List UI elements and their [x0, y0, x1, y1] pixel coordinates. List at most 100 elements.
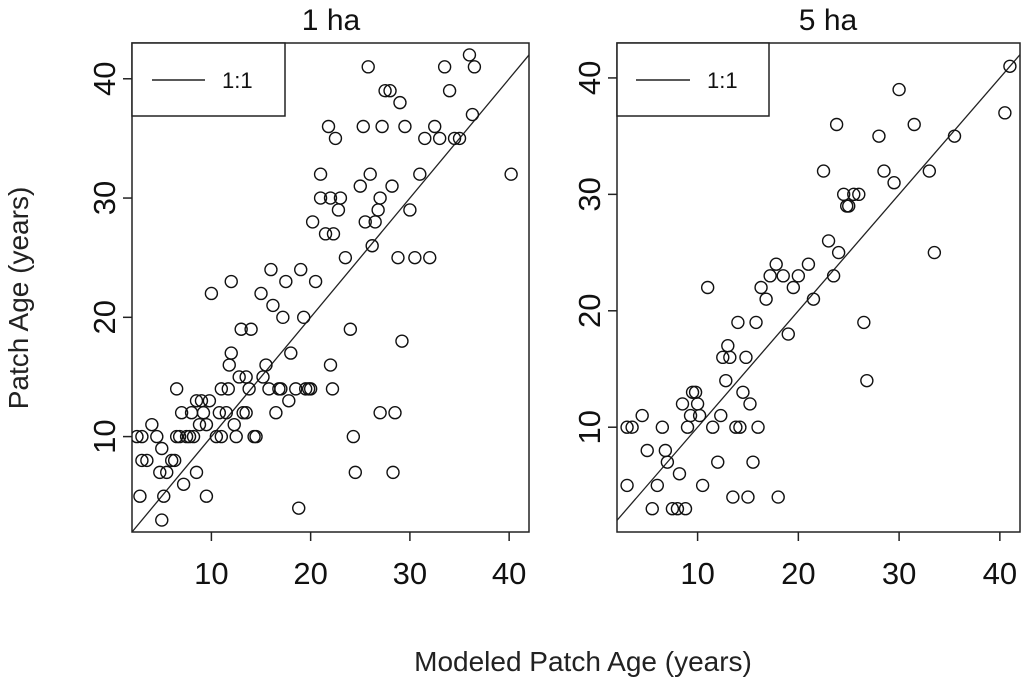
data-point [199, 417, 214, 432]
data-point [323, 191, 338, 205]
data-point [781, 327, 795, 341]
data-point [373, 406, 387, 420]
data-point [700, 280, 715, 295]
axis-ticks-1ha [123, 78, 510, 541]
data-point [665, 502, 680, 516]
data-point [907, 117, 921, 132]
data-point [219, 406, 233, 420]
data-point [305, 215, 320, 229]
data-point [365, 239, 379, 253]
x-tick-label: 30 [882, 556, 916, 591]
data-point [685, 385, 700, 399]
data-point [739, 350, 753, 365]
data-point [892, 82, 906, 97]
data-point [371, 203, 385, 217]
data-point [202, 394, 217, 408]
data-point [145, 417, 159, 432]
data-point [625, 420, 639, 434]
plot-frame-1ha [131, 42, 530, 533]
data-point [640, 443, 654, 458]
data-point [222, 358, 236, 372]
data-point [385, 179, 399, 193]
y-tick-label: 10 [572, 410, 607, 444]
data-point [743, 397, 757, 411]
data-point [269, 406, 283, 420]
x-axis-label: Modeled Patch Age (years) [414, 646, 752, 677]
data-point [266, 298, 280, 313]
panel-title-1ha: 1 ha [302, 4, 361, 37]
data-point [176, 477, 191, 491]
data-point [326, 227, 341, 241]
data-point [239, 370, 253, 384]
one-to-one-line-5ha [617, 54, 1020, 521]
x-tick-label: 40 [983, 556, 1017, 591]
data-point [432, 131, 447, 146]
data-point [242, 382, 256, 396]
data-point [998, 106, 1012, 120]
data-point [338, 250, 353, 265]
data-point [135, 429, 149, 444]
data-point [847, 187, 861, 202]
data-point [318, 227, 333, 241]
data-point [670, 502, 685, 516]
data-point [733, 420, 747, 434]
data-point [749, 315, 763, 330]
y-axis-label: Patch Age (years) [3, 187, 34, 410]
data-point [375, 119, 389, 134]
y-tick-label: 10 [87, 419, 122, 453]
data-point [852, 187, 866, 202]
data-point [284, 346, 298, 360]
data-point [736, 385, 750, 399]
data-point [239, 406, 253, 420]
data-point [224, 274, 238, 289]
data-point [244, 322, 258, 336]
data-point [786, 280, 801, 295]
data-point [678, 502, 693, 516]
data-point [660, 455, 675, 469]
data-point [328, 131, 343, 146]
data-point [831, 245, 846, 260]
data-point [769, 257, 783, 271]
data-point [361, 60, 375, 74]
data-point [289, 382, 303, 396]
y-tick-label: 20 [87, 300, 122, 334]
data-point [204, 286, 219, 301]
data-point [221, 382, 235, 396]
data-point [353, 179, 367, 193]
data-point [791, 269, 806, 283]
data-point [447, 131, 462, 146]
data-point [398, 119, 412, 134]
data-point [135, 453, 149, 468]
y-tick-label: 40 [572, 61, 607, 95]
legend-label-1ha: 1:1 [222, 68, 253, 93]
data-point [348, 465, 363, 480]
legend-label-5ha: 1:1 [707, 68, 738, 93]
data-point [751, 420, 765, 434]
data-point [236, 406, 250, 420]
data-point [132, 429, 144, 444]
data-point [209, 429, 224, 444]
data-point [872, 129, 886, 143]
data-point [423, 250, 437, 265]
one-to-one-line-1ha [132, 54, 529, 532]
data-point [947, 129, 962, 143]
data-point [229, 429, 243, 444]
data-point [620, 478, 634, 493]
y-tick-label: 40 [87, 62, 122, 96]
data-point [323, 358, 338, 372]
data-point [308, 274, 323, 289]
plot-frame-5ha [616, 42, 1021, 533]
data-point [723, 350, 737, 365]
data-point [164, 453, 179, 468]
data-point [683, 408, 698, 423]
data-point [620, 420, 634, 434]
data-point [504, 167, 518, 181]
data-point [150, 429, 164, 444]
panel-1ha: 1 ha 10 20 30 40 10 20 30 40 1:1 [87, 4, 530, 591]
data-point [212, 406, 227, 420]
data-point [199, 489, 214, 503]
data-point [452, 131, 467, 146]
data-point [695, 478, 710, 493]
data-point [224, 346, 238, 360]
